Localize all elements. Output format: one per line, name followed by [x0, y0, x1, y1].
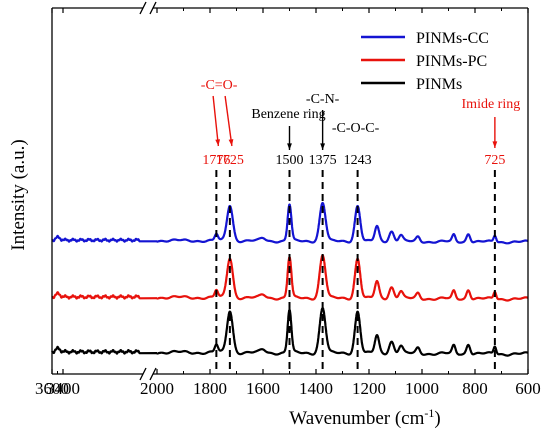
peak-label-725: 725 — [484, 153, 505, 168]
series-line-pinms-part-2 — [156, 307, 529, 357]
peak-label-1243: 1243 — [344, 153, 372, 168]
group-label-cn: -C-N- — [306, 92, 340, 107]
series-line-pinms-part-1 — [51, 345, 158, 355]
series-line-pinms-cc-part-1 — [51, 234, 157, 243]
arrow-imide-head — [492, 141, 498, 148]
group-label-coc: -C-O-C- — [332, 121, 380, 136]
x-tick-label-1200: 1200 — [352, 379, 386, 398]
arrow-cn-head — [320, 143, 326, 150]
peak-label-1500: 1500 — [276, 153, 304, 168]
x-tick-label-3400: 3400 — [46, 379, 80, 398]
peak-label-1375: 1375 — [309, 153, 337, 168]
axis-break-mark — [149, 1, 157, 15]
arrow-carbonyl-1776-head — [215, 139, 221, 146]
axis-break-mark — [139, 367, 147, 381]
group-label-benzene: Benzene ring — [251, 107, 325, 122]
y-axis-title: Intensity (a.u.) — [8, 139, 29, 250]
x-tick-label-600: 600 — [515, 379, 541, 398]
x-axis-title: Wavenumber (cm-1) — [289, 406, 440, 429]
group-label-imide: Imide ring — [462, 97, 521, 112]
plot-layer — [51, 201, 529, 357]
x-tick-label-1400: 1400 — [299, 379, 333, 398]
x-tick-label-2000: 2000 — [140, 379, 174, 398]
axis-break-mark — [149, 367, 157, 381]
legend-label-pinms-pc: PINMs-PC — [416, 53, 487, 70]
arrow-benzene-head — [287, 143, 292, 150]
series-line-pinms-cc-part-2 — [156, 201, 529, 245]
legend: PINMs-CC PINMs-PC PINMs — [361, 30, 489, 93]
x-tick-label-1000: 1000 — [405, 379, 439, 398]
x-tick-label-800: 800 — [462, 379, 488, 398]
arrow-carbonyl-1725-head — [228, 139, 234, 146]
series-line-pinms-pc-part-1 — [51, 291, 158, 300]
x-tick-label-1600: 1600 — [246, 379, 280, 398]
group-label-carbonyl: -C=O- — [201, 78, 238, 93]
series-line-pinms-pc-part-2 — [156, 254, 529, 302]
x-tick-label-1800: 1800 — [193, 379, 227, 398]
arrow-carbonyl-1776 — [212, 95, 220, 147]
x-tick-label-3600: 3600 — [35, 379, 69, 398]
axis-break-mark — [139, 1, 147, 15]
peak-label-1725: 1725 — [216, 153, 244, 168]
arrow-carbonyl-1725 — [224, 95, 233, 147]
legend-label-pinms-cc: PINMs-CC — [416, 30, 489, 47]
peak-label-1776: 1776 — [202, 153, 230, 168]
legend-label-pinms: PINMs — [416, 76, 462, 93]
axes-frame — [51, 1, 529, 381]
